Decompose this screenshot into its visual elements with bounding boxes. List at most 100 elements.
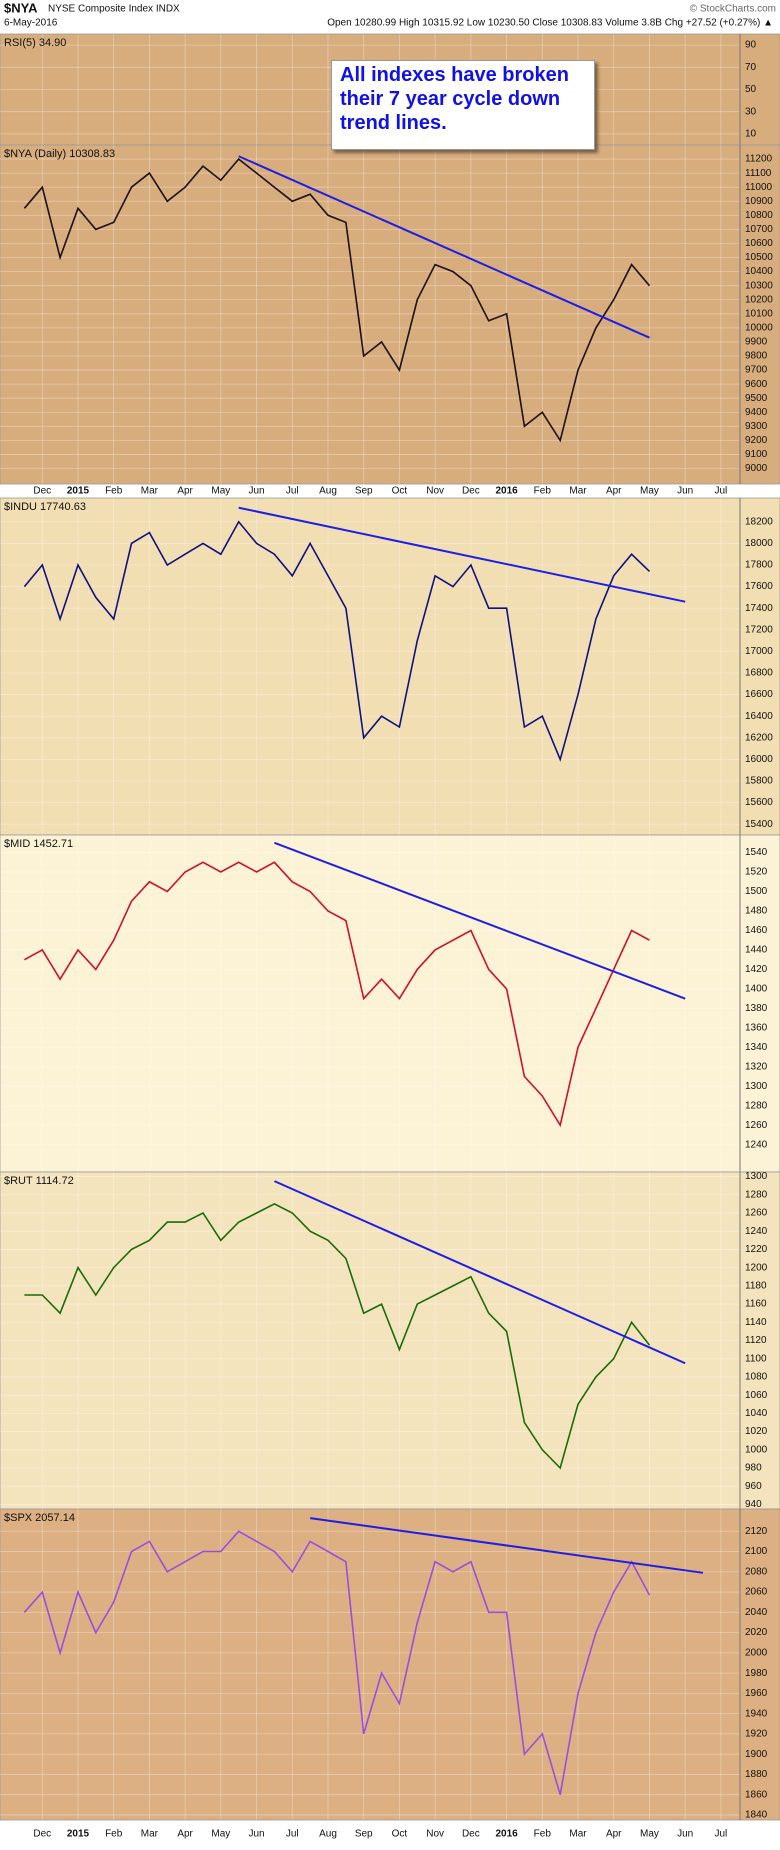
price-line — [24, 1203, 651, 1470]
y-tick-label: 1840 — [745, 1810, 768, 1821]
y-tick-label: 17800 — [745, 560, 773, 571]
x-tick-label: 2016 — [495, 486, 518, 497]
chart-subtitle: NYSE Composite Index INDX — [48, 4, 180, 15]
x-tick-label: Jun — [677, 486, 693, 497]
y-tick-label: 16200 — [745, 732, 773, 743]
y-tick-label: 18200 — [745, 516, 773, 527]
y-tick-label: 11000 — [745, 182, 773, 193]
x-tick-label: Mar — [569, 486, 587, 497]
x-tick-label: Dec — [33, 1829, 51, 1840]
series-label: $MID 1452.71 — [4, 838, 73, 850]
y-tick-label: 960 — [745, 1481, 762, 1492]
y-tick-label: 1180 — [745, 1280, 767, 1291]
y-tick-label: 10800 — [745, 210, 773, 221]
y-tick-label: 1140 — [745, 1317, 767, 1328]
y-tick-label: 1360 — [745, 1022, 768, 1033]
y-tick-label: 30 — [745, 106, 757, 117]
y-tick-label: 2020 — [745, 1627, 768, 1638]
y-tick-label: 1260 — [745, 1208, 768, 1219]
annotation: All indexes have broken their 7 year cyc… — [331, 60, 595, 150]
y-tick-label: 2080 — [745, 1566, 768, 1577]
y-tick-label: 17000 — [745, 646, 773, 657]
y-tick-label: 9500 — [745, 393, 768, 404]
y-tick-label: 1540 — [745, 847, 768, 858]
y-tick-label: 1380 — [745, 1003, 768, 1014]
x-tick-label: 2015 — [67, 486, 90, 497]
series-label: $NYA (Daily) 10308.83 — [4, 148, 115, 160]
y-tick-label: 9700 — [745, 365, 768, 376]
y-tick-label: 2120 — [745, 1526, 768, 1537]
x-tick-label: Sep — [355, 1829, 373, 1840]
y-tick-label: 10400 — [745, 266, 773, 277]
x-tick-label: Jun — [248, 486, 264, 497]
y-tick-label: 1220 — [745, 1244, 768, 1255]
y-tick-label: 1260 — [745, 1120, 768, 1131]
x-tick-label: Dec — [33, 486, 51, 497]
y-tick-label: 1300 — [745, 1171, 768, 1182]
y-tick-label: 1880 — [745, 1769, 768, 1780]
y-tick-label: 2060 — [745, 1587, 768, 1598]
y-tick-label: 1940 — [745, 1708, 768, 1719]
y-tick-label: 1040 — [745, 1408, 768, 1419]
y-tick-label: 1520 — [745, 867, 768, 878]
y-tick-label: 1340 — [745, 1042, 768, 1053]
y-tick-label: 10600 — [745, 238, 773, 249]
y-tick-label: 10300 — [745, 280, 773, 291]
x-tick-label: Aug — [319, 1829, 337, 1840]
y-tick-label: 10000 — [745, 323, 773, 334]
x-tick-label: Sep — [355, 486, 373, 497]
credit: © StockCharts.com — [690, 4, 776, 15]
x-tick-label: May — [211, 486, 230, 497]
y-tick-label: 940 — [745, 1499, 762, 1510]
y-tick-label: 1240 — [745, 1226, 768, 1237]
y-tick-label: 1460 — [745, 925, 768, 936]
y-tick-label: 2040 — [745, 1607, 768, 1618]
trend-line — [238, 506, 686, 603]
trend-line — [238, 155, 650, 339]
y-tick-label: 50 — [745, 84, 757, 95]
x-tick-label: Feb — [105, 486, 123, 497]
y-tick-label: 1960 — [745, 1688, 768, 1699]
series-label: $INDU 17740.63 — [4, 501, 86, 513]
y-tick-label: 17400 — [745, 603, 773, 614]
x-tick-label: Apr — [177, 486, 193, 497]
trend-line — [309, 1517, 704, 1574]
x-tick-label: Feb — [105, 1829, 123, 1840]
y-tick-label: 17200 — [745, 624, 773, 635]
x-tick-label: Feb — [534, 1829, 552, 1840]
x-tick-label: Jul — [714, 1829, 727, 1840]
panel-background — [0, 834, 780, 1173]
y-tick-label: 10200 — [745, 294, 773, 305]
y-tick-label: 90 — [745, 40, 757, 51]
panel-background — [0, 1508, 780, 1821]
y-tick-label: 9200 — [745, 435, 768, 446]
x-tick-label: Feb — [534, 486, 552, 497]
x-tick-label: Mar — [141, 486, 159, 497]
y-tick-label: 1240 — [745, 1139, 768, 1150]
x-tick-label: Apr — [606, 486, 622, 497]
y-tick-label: 1480 — [745, 906, 768, 917]
y-tick-label: 1280 — [745, 1189, 768, 1200]
chart-date: 6-May-2016 — [4, 18, 58, 29]
y-tick-label: 15800 — [745, 776, 773, 787]
y-tick-label: 10100 — [745, 308, 773, 319]
y-tick-label: 10700 — [745, 224, 773, 235]
y-tick-label: 980 — [745, 1463, 762, 1474]
x-tick-label: Aug — [319, 486, 337, 497]
y-tick-label: 1320 — [745, 1061, 768, 1072]
panel-label: RSI(5) 34.90 — [4, 37, 66, 49]
y-tick-label: 1420 — [745, 964, 768, 975]
quote: Open 10280.99 High 10315.92 Low 10230.50… — [327, 18, 773, 29]
x-tick-label: May — [640, 486, 659, 497]
y-tick-label: 1300 — [745, 1081, 768, 1092]
y-tick-label: 1020 — [745, 1426, 768, 1437]
y-tick-label: 10900 — [745, 196, 773, 207]
y-tick-label: 1080 — [745, 1372, 768, 1383]
y-tick-label: 1100 — [745, 1353, 767, 1364]
x-tick-label: Dec — [462, 1829, 480, 1840]
trend-line — [274, 1180, 686, 1365]
x-tick-label: Jul — [286, 1829, 299, 1840]
y-tick-label: 1000 — [745, 1444, 768, 1455]
